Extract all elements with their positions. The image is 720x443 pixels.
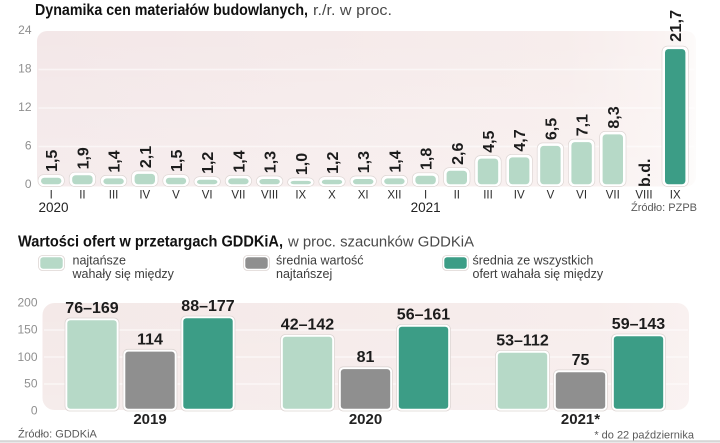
svg-text:8,3: 8,3 xyxy=(606,106,623,128)
svg-text:114: 114 xyxy=(137,331,163,348)
svg-text:średnia ze wszystkich: średnia ze wszystkich xyxy=(473,254,594,268)
svg-text:1,0: 1,0 xyxy=(294,153,311,175)
svg-text:VIII: VIII xyxy=(635,190,652,202)
svg-text:1,5: 1,5 xyxy=(44,150,61,172)
svg-text:42–142: 42–142 xyxy=(281,317,334,334)
svg-text:b.d.: b.d. xyxy=(637,159,654,187)
svg-text:I: I xyxy=(50,190,53,202)
svg-text:1,4: 1,4 xyxy=(387,150,404,172)
svg-text:1,3: 1,3 xyxy=(263,151,280,173)
svg-text:II: II xyxy=(79,190,85,202)
svg-text:2020: 2020 xyxy=(349,411,382,428)
svg-text:18: 18 xyxy=(18,62,32,76)
svg-text:0: 0 xyxy=(25,177,32,191)
svg-text:Źródło: GDDKiA: Źródło: GDDKiA xyxy=(18,428,98,441)
svg-text:4,7: 4,7 xyxy=(512,129,529,151)
svg-text:wahały się między: wahały się między xyxy=(72,267,175,281)
svg-text:100: 100 xyxy=(17,350,37,364)
svg-text:III: III xyxy=(109,190,119,202)
svg-text:21,7: 21,7 xyxy=(668,10,685,42)
svg-text:Źródło: PZPB: Źródło: PZPB xyxy=(631,201,697,214)
svg-text:V: V xyxy=(547,190,555,202)
svg-text:II: II xyxy=(454,190,460,202)
svg-text:2,1: 2,1 xyxy=(138,146,155,168)
svg-text:76–169: 76–169 xyxy=(65,300,118,317)
svg-text:2021*: 2021* xyxy=(561,411,600,428)
svg-text:w proc. szacunków GDDKiA: w proc. szacunków GDDKiA xyxy=(287,234,474,251)
svg-text:najtańszej: najtańszej xyxy=(276,267,332,281)
svg-text:50: 50 xyxy=(24,377,38,391)
svg-text:1,5: 1,5 xyxy=(169,150,186,172)
svg-text:12: 12 xyxy=(18,100,32,114)
svg-text:najtańsze: najtańsze xyxy=(73,254,127,268)
svg-text:200: 200 xyxy=(17,295,37,309)
svg-text:X: X xyxy=(328,190,336,202)
svg-text:88–177: 88–177 xyxy=(181,298,234,315)
svg-text:XI: XI xyxy=(358,190,369,202)
svg-text:24: 24 xyxy=(18,23,32,37)
svg-text:6: 6 xyxy=(25,139,32,153)
svg-text:III: III xyxy=(483,190,493,202)
svg-text:2019: 2019 xyxy=(133,411,166,428)
svg-text:53–112: 53–112 xyxy=(496,332,549,349)
svg-text:2,6: 2,6 xyxy=(450,143,467,165)
svg-text:2021: 2021 xyxy=(411,200,441,215)
svg-text:VIII: VIII xyxy=(261,190,278,202)
svg-text:0: 0 xyxy=(31,403,38,417)
svg-text:średnia wartość: średnia wartość xyxy=(276,254,364,268)
svg-text:1,4: 1,4 xyxy=(107,150,124,172)
svg-text:VI: VI xyxy=(576,190,587,202)
svg-text:r./r. w proc.: r./r. w proc. xyxy=(313,2,392,19)
svg-text:81: 81 xyxy=(357,349,375,366)
svg-text:2020: 2020 xyxy=(38,200,68,215)
svg-text:XII: XII xyxy=(387,190,401,202)
svg-text:1,2: 1,2 xyxy=(325,152,342,174)
svg-text:Wartości ofert w przetargach G: Wartości ofert w przetargach GDDKiA, xyxy=(18,234,283,251)
svg-text:IV: IV xyxy=(514,190,525,202)
svg-text:IX: IX xyxy=(295,190,306,202)
svg-text:75: 75 xyxy=(572,352,590,369)
svg-text:7,1: 7,1 xyxy=(575,114,592,136)
svg-text:1,4: 1,4 xyxy=(231,150,248,172)
svg-text:59–143: 59–143 xyxy=(612,316,665,333)
svg-text:1,3: 1,3 xyxy=(356,151,373,173)
svg-text:ofert wahała się między: ofert wahała się między xyxy=(473,267,604,281)
svg-text:* do 22 października: * do 22 października xyxy=(594,430,695,442)
svg-text:I: I xyxy=(424,190,427,202)
svg-text:1,2: 1,2 xyxy=(200,152,217,174)
svg-text:V: V xyxy=(172,190,180,202)
svg-text:VII: VII xyxy=(606,190,620,202)
svg-text:Dynamika cen materiałów budowl: Dynamika cen materiałów budowlanych, xyxy=(35,2,308,19)
svg-text:IV: IV xyxy=(139,190,150,202)
svg-text:1,9: 1,9 xyxy=(75,147,92,169)
svg-text:1,8: 1,8 xyxy=(419,148,436,170)
svg-text:VI: VI xyxy=(202,190,213,202)
svg-text:4,5: 4,5 xyxy=(481,130,498,152)
svg-text:150: 150 xyxy=(17,323,37,337)
svg-text:VII: VII xyxy=(231,190,245,202)
svg-text:6,5: 6,5 xyxy=(543,118,560,140)
svg-text:56–161: 56–161 xyxy=(397,306,450,323)
svg-text:IX: IX xyxy=(670,190,681,202)
